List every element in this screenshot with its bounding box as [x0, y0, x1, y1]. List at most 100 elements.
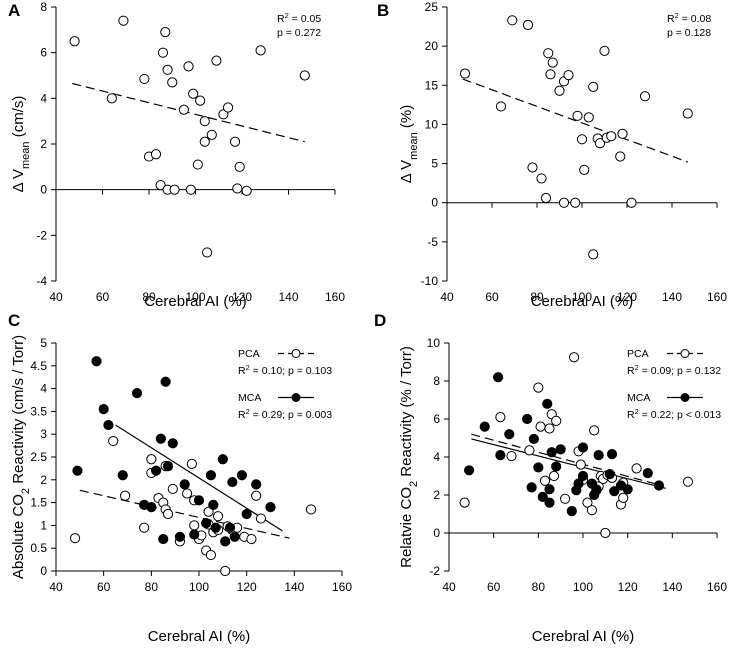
y-tick-label: 8	[40, 0, 47, 14]
data-point	[558, 197, 570, 208]
x-tick-label: 100	[189, 580, 209, 594]
x-tick-label: 140	[662, 290, 682, 304]
mca-point	[464, 465, 475, 476]
mca-point	[504, 429, 515, 440]
mca-point	[577, 442, 589, 453]
data-point	[202, 247, 213, 258]
y-tick-label: 5	[40, 336, 47, 350]
data-point	[527, 162, 538, 173]
pca-point	[246, 533, 257, 545]
pca-point	[506, 450, 517, 462]
x-axis-title: Cerebral AI (%)	[531, 293, 634, 310]
pca-point	[533, 382, 544, 393]
data-point	[570, 197, 581, 208]
x-tick-label: 160	[332, 580, 352, 594]
panel-letter: D	[374, 311, 386, 330]
x-tick-label: 40	[49, 290, 63, 304]
data-point	[160, 27, 171, 38]
pca-point	[568, 352, 580, 363]
y-tick-label: 6	[433, 412, 440, 426]
pca-point	[255, 513, 267, 524]
x-tick-label: 140	[278, 290, 298, 304]
y-tick-label: 2	[433, 488, 440, 502]
y-tick-label: 2	[40, 137, 47, 151]
x-tick-label: 80	[532, 580, 546, 594]
data-point	[211, 55, 222, 66]
pca-point	[162, 508, 174, 520]
data-point	[139, 73, 150, 85]
mca-point	[251, 479, 262, 490]
stat-text: p = 0.272	[277, 27, 321, 39]
x-tick-label: 60	[487, 580, 501, 594]
data-point	[118, 15, 129, 26]
mca-point	[91, 356, 102, 367]
mca-point	[155, 433, 166, 444]
mca-point	[189, 529, 200, 540]
data-point	[169, 184, 180, 195]
x-tick-label: 80	[530, 290, 544, 304]
legend-stat: R2 = 0.09; p = 0.132	[627, 363, 721, 378]
x-tick-label: 40	[49, 580, 63, 594]
mca-point	[653, 480, 665, 491]
data-point	[229, 136, 241, 147]
y-axis-title: Absolute CO2 Reactivity (cm/s / Torr)	[10, 335, 32, 579]
mca-point	[98, 404, 109, 415]
mca-point	[179, 479, 190, 490]
mca-point	[210, 522, 221, 533]
y-tick-label: 3.5	[30, 404, 47, 418]
pca-point	[220, 565, 231, 577]
pca-point	[600, 527, 611, 539]
data-point	[572, 110, 583, 121]
data-point	[626, 197, 637, 208]
y-axis-title: Δ Vmean (cm/s)	[10, 96, 32, 193]
data-point	[69, 36, 80, 47]
data-point	[588, 81, 599, 92]
data-point	[599, 45, 610, 56]
data-point	[579, 164, 590, 175]
mca-point	[217, 454, 228, 465]
y-tick-label: -5	[427, 235, 438, 249]
data-point	[206, 129, 217, 140]
y-tick-label: 20	[425, 39, 439, 53]
pca-point	[189, 520, 200, 531]
x-axis-title: Cerebral AI (%)	[148, 628, 251, 645]
data-point	[576, 134, 588, 145]
pca-point	[146, 454, 157, 465]
legend-stat: R2 = 0.22; p < 0.013	[627, 407, 721, 422]
data-point	[594, 138, 606, 149]
y-axis-title: Δ Vmean (%)	[398, 105, 420, 183]
mca-point	[265, 502, 276, 513]
mca-point	[131, 388, 143, 399]
regression-line-dashed	[79, 489, 290, 539]
pca-point	[186, 458, 197, 469]
pca-point	[212, 511, 224, 522]
data-point	[188, 88, 199, 99]
x-tick-label: 60	[96, 290, 110, 304]
data-point	[241, 185, 252, 196]
pca-point	[548, 470, 560, 482]
pca-point	[539, 475, 551, 486]
panel-c: C 40 60 80 100 120 140 160 0 0.5 1 1.5 2 2.5 3 3.5 4 4.5 5…	[8, 311, 352, 645]
data-point	[150, 149, 162, 160]
x-tick-label: 40	[440, 290, 454, 304]
legend-label: MCA	[238, 392, 261, 404]
mca-point	[622, 484, 633, 495]
x-tick-label: 100	[572, 290, 592, 304]
data-point	[547, 57, 558, 68]
y-tick-label: 2.5	[30, 450, 47, 464]
pca-point	[560, 493, 571, 504]
panel-letter: C	[8, 311, 20, 330]
mca-point	[201, 518, 212, 529]
mca-point	[117, 470, 128, 481]
data-point	[543, 48, 554, 59]
legend-marker	[291, 393, 301, 402]
y-tick-label: 10	[427, 336, 441, 350]
mca-point	[642, 468, 653, 479]
y-tick-label: 0	[40, 564, 47, 578]
x-axis-title: Cerebral AI (%)	[144, 293, 247, 310]
mca-point	[609, 486, 620, 497]
mca-point	[229, 531, 240, 542]
y-tick-label: 0	[431, 196, 438, 210]
data-point	[554, 85, 565, 96]
